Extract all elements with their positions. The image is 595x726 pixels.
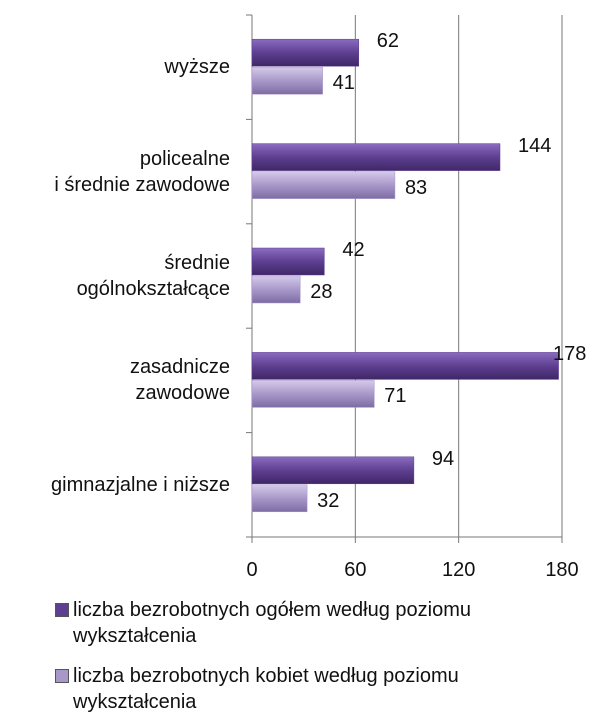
bar (251, 380, 375, 408)
value-label: 42 (342, 239, 365, 261)
bar (251, 143, 501, 171)
bar (251, 38, 360, 67)
bar (251, 66, 323, 95)
legend-swatch (55, 603, 69, 617)
value-label: 83 (404, 176, 428, 199)
y-tick-label: średnie ogólnokształcące (76, 252, 230, 300)
bar (251, 275, 301, 304)
value-label: 32 (317, 489, 340, 512)
bar (251, 484, 308, 513)
legend-label: liczba bezrobotnych kobiet według poziom… (73, 665, 459, 713)
value-label: 144 (518, 134, 552, 157)
value-label: 28 (310, 281, 333, 303)
y-tick-label: wyższe (164, 56, 230, 79)
bar (251, 171, 396, 199)
x-tick-label: 120 (441, 559, 476, 581)
value-label: 94 (431, 447, 455, 470)
value-label: 71 (384, 385, 407, 408)
x-tick-label: 60 (344, 559, 367, 581)
y-tick-label: policealne i średnie zawodowe (54, 147, 230, 196)
value-label: 62 (376, 30, 400, 53)
legend-label: liczba bezrobotnych ogółem według poziom… (73, 599, 472, 647)
bar (251, 456, 415, 485)
value-label: 178 (553, 343, 587, 366)
y-tick-label: zasadnicze zawodowe (129, 356, 230, 405)
bar (251, 352, 559, 380)
x-tick-label: 0 (246, 559, 258, 581)
bar (251, 247, 325, 276)
legend-swatch (55, 669, 69, 683)
value-label: 41 (332, 72, 355, 95)
y-tick-label: gimnazjalne i niższe (51, 473, 230, 496)
x-tick-label: 180 (545, 559, 579, 581)
